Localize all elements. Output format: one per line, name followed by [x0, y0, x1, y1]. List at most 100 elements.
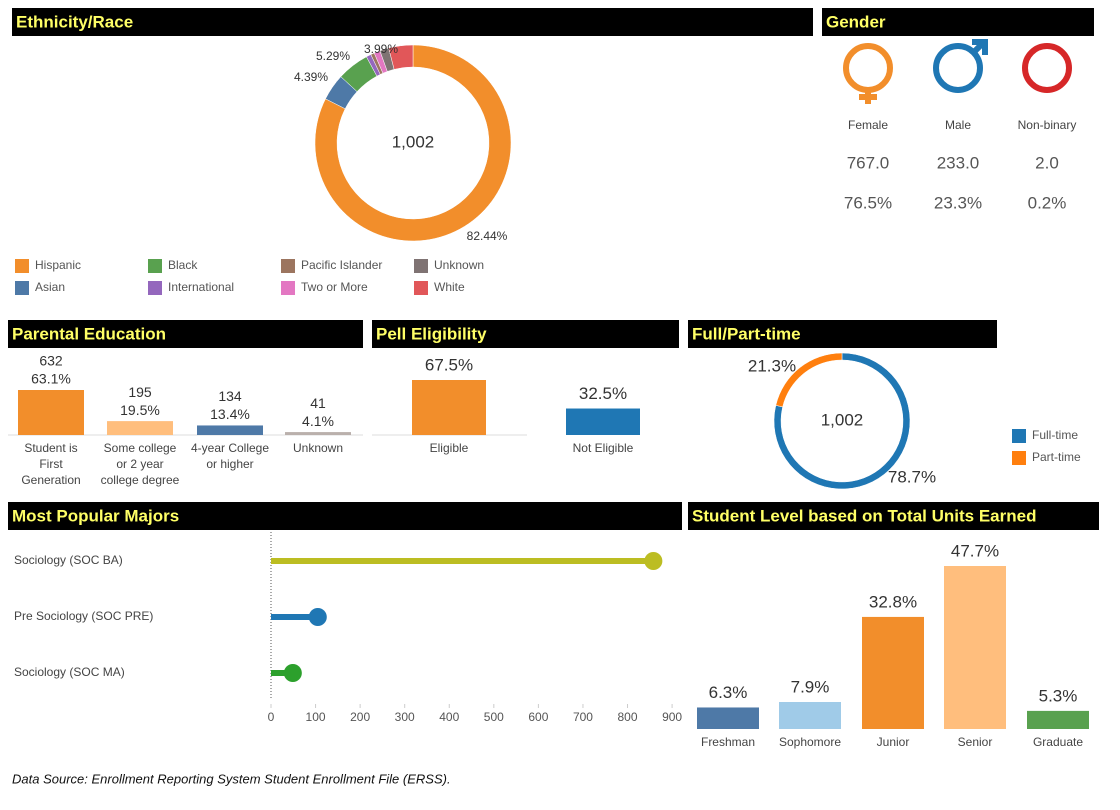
x-tick-label: 700 [573, 710, 593, 724]
legend-label: Pacific Islander [301, 258, 382, 272]
footer: Data Source: Enrollment Reporting System… [12, 771, 451, 786]
legend-label: Two or More [301, 280, 368, 294]
data-label: 134 [218, 388, 242, 404]
legend-swatch [148, 281, 162, 295]
y-tick-label: Sociology (SOC BA) [14, 553, 123, 567]
donut-center: 1,002 [392, 132, 435, 151]
bar [697, 707, 759, 729]
x-tick-label: Some college or 2 year college degree [101, 441, 180, 487]
data-label: 5.29% [316, 49, 350, 63]
x-tick-label: Sophomore [779, 735, 841, 749]
legend-label: Full-time [1032, 428, 1078, 442]
gender-share: 0.2% [1028, 193, 1067, 212]
bar [862, 616, 924, 729]
bar [566, 408, 640, 435]
x-tick-label: Unknown [293, 441, 343, 455]
x-tick-label: Eligible [430, 441, 469, 455]
x-tick-label: 0 [268, 710, 275, 724]
bar [285, 432, 351, 435]
panel-title: Ethnicity/Race [16, 12, 133, 31]
panel-title: Parental Education [12, 324, 166, 343]
bar [18, 390, 84, 435]
gender-count: 2.0 [1035, 153, 1059, 172]
x-tick-label: 200 [350, 710, 370, 724]
x-tick-label: 100 [306, 710, 326, 724]
legend-swatch [414, 281, 428, 295]
data-label: 3.99% [364, 42, 398, 56]
data-label: 13.4% [210, 406, 250, 422]
data-label: 63.1% [31, 371, 71, 387]
gender-share: 23.3% [934, 193, 982, 212]
bar [197, 425, 263, 435]
bar [412, 380, 486, 435]
data-label: 21.3% [748, 356, 796, 375]
legend-swatch [15, 259, 29, 273]
bar [944, 566, 1006, 729]
gender-count: 767.0 [847, 153, 890, 172]
data-label: 5.3% [1039, 686, 1078, 705]
panel-header [8, 320, 363, 348]
legend-label: Asian [35, 280, 65, 294]
data-label: 67.5% [425, 355, 473, 374]
legend-label: Black [168, 258, 198, 272]
panel-title: Gender [826, 12, 886, 31]
x-tick-label: 400 [439, 710, 459, 724]
bar [1027, 710, 1089, 729]
x-tick-label: Not Eligible [573, 441, 634, 455]
gender-label: Female [848, 118, 888, 132]
panel-title: Pell Eligibility [376, 324, 487, 343]
legend-swatch [148, 259, 162, 273]
data-label: 82.44% [467, 229, 508, 243]
legend-swatch [281, 281, 295, 295]
lollipop-dot [644, 552, 663, 570]
panel-title: Full/Part-time [692, 324, 801, 343]
gender-icon [970, 39, 988, 56]
x-tick-label: Student is First Generation [21, 441, 80, 487]
gender-label: Non-binary [1018, 118, 1077, 132]
legend-swatch [414, 259, 428, 273]
panel-header [8, 502, 682, 530]
data-label: 32.5% [579, 384, 627, 403]
x-tick-label: 500 [484, 710, 504, 724]
data-label: 41 [310, 395, 326, 411]
legend-label: Hispanic [35, 258, 81, 272]
donut-segment [388, 44, 414, 70]
panel-header [688, 320, 997, 348]
x-tick-label: Graduate [1033, 735, 1083, 749]
data-label: 6.3% [709, 683, 748, 702]
data-label: 4.39% [294, 70, 328, 84]
x-tick-label: 4-year College or higher [191, 441, 269, 471]
gender-icon [843, 43, 893, 93]
legend-swatch [15, 281, 29, 295]
x-tick-label: Freshman [701, 735, 755, 749]
legend-swatch [281, 259, 295, 273]
panel-header [372, 320, 679, 348]
data-label: 7.9% [791, 677, 830, 696]
data-label: 78.7% [888, 467, 936, 486]
data-label: 19.5% [120, 402, 160, 418]
gender-icon [1022, 43, 1072, 93]
lollipop-dot [308, 608, 327, 626]
donut-segment [775, 352, 843, 408]
legend-label: International [168, 280, 234, 294]
legend-label: Part-time [1032, 450, 1081, 464]
data-label: 32.8% [869, 592, 917, 611]
x-tick-label: 600 [528, 710, 548, 724]
y-tick-label: Sociology (SOC MA) [14, 665, 125, 679]
x-tick-label: 800 [618, 710, 638, 724]
panel-title: Student Level based on Total Units Earne… [692, 506, 1036, 525]
panel-header [12, 8, 813, 36]
panel-header [822, 8, 1094, 36]
panel-header [688, 502, 1099, 530]
x-tick-label: Junior [877, 735, 910, 749]
x-tick-label: 900 [662, 710, 682, 724]
x-tick-label: 300 [395, 710, 415, 724]
bar [107, 421, 173, 435]
legend-swatch [1012, 451, 1026, 465]
data-label: 4.1% [302, 413, 334, 429]
donut-segment [314, 44, 512, 242]
data-label: 47.7% [951, 541, 999, 560]
bar [779, 702, 841, 729]
legend-swatch [1012, 429, 1026, 443]
legend-label: White [434, 280, 465, 294]
